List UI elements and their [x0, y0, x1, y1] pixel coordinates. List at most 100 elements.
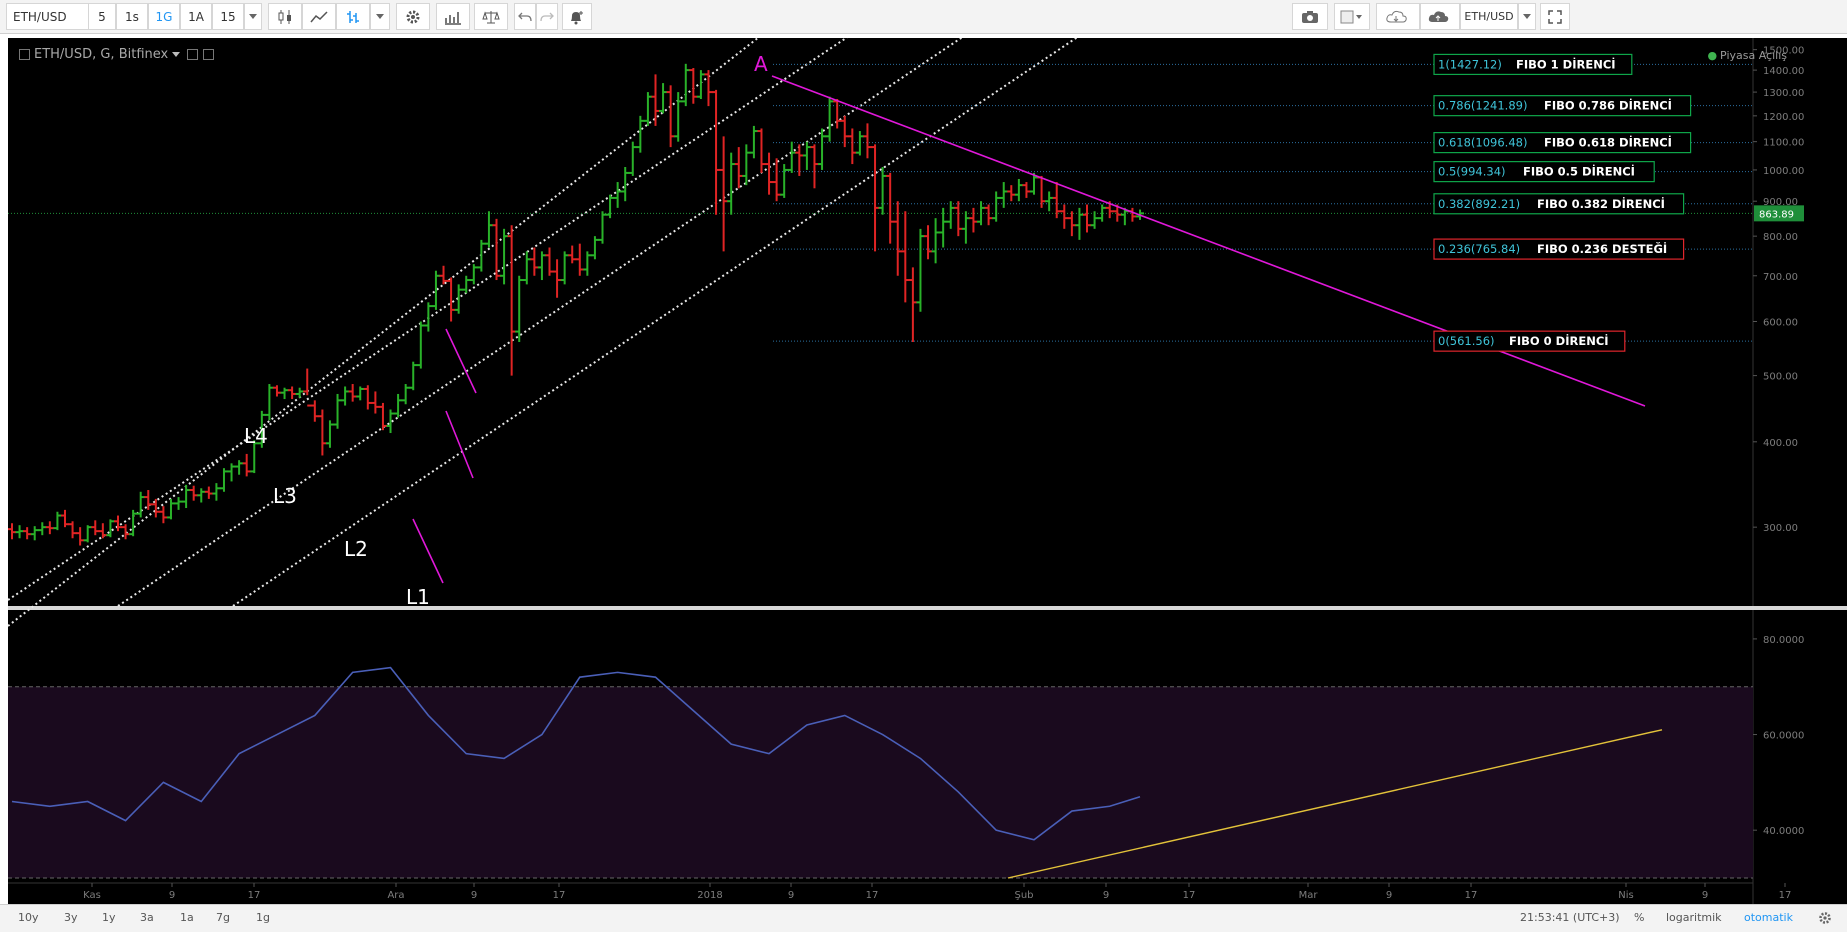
ohlc-bar — [787, 141, 796, 173]
rsi-tick-label: 60.0000 — [1763, 731, 1804, 742]
x-tick-label: 9 — [1386, 890, 1392, 901]
layout-name-label[interactable]: ETH/USD — [1460, 3, 1518, 30]
range-7g-button[interactable]: 7g — [216, 911, 230, 924]
fib-label-box — [1433, 330, 1626, 352]
ohlc-bar — [166, 498, 175, 520]
interval-5-button[interactable]: 5 — [88, 3, 116, 30]
ohlc-bar — [848, 128, 857, 165]
interval-1a-button[interactable]: 1A — [180, 3, 212, 30]
ohlc-bar — [83, 525, 92, 543]
ohlc-bar — [537, 251, 546, 281]
ohlc-bar — [628, 141, 637, 176]
ohlc-bar — [1098, 204, 1107, 222]
last-price-badge — [1754, 205, 1804, 222]
range-3a-button[interactable]: 3a — [140, 911, 154, 924]
ohlc-bar — [68, 521, 77, 539]
ohlc-bar — [136, 491, 145, 518]
ohlc-bar — [371, 391, 380, 414]
price-axis-panel — [1753, 38, 1847, 904]
ohlc-bar — [1022, 182, 1031, 198]
range-1y-button[interactable]: 1y — [102, 911, 116, 924]
settings-button[interactable] — [396, 3, 430, 30]
chevron-down-icon — [1523, 14, 1531, 19]
ohlc-bar — [401, 384, 410, 405]
ohlc-bar — [310, 400, 319, 422]
ohlc-bar — [727, 152, 736, 215]
range-3y-button[interactable]: 3y — [64, 911, 78, 924]
auto-scale-button[interactable]: otomatik — [1744, 911, 1793, 924]
save-layout-button[interactable] — [1420, 3, 1460, 30]
interval-15-button[interactable]: 15 — [212, 3, 244, 30]
fullscreen-button[interactable] — [1540, 3, 1570, 30]
correction-line-3 — [412, 518, 444, 584]
indicators-button[interactable] — [436, 3, 470, 30]
top-toolbar: ETH/USD 5 1s 1G 1A 15 — [0, 0, 1847, 34]
caret-down-icon[interactable] — [172, 52, 181, 57]
ohlc-bar — [257, 410, 266, 448]
load-layout-button[interactable] — [1376, 3, 1420, 30]
ohlc-bar — [855, 131, 864, 156]
fib-label-box — [1433, 193, 1685, 215]
channel-line-l4 — [8, 38, 760, 627]
chart-area[interactable]: 1500.00 1400.00 1300.00 1200.00 1100.00 1000.… — [8, 38, 1847, 904]
ohlc-bar — [757, 128, 766, 173]
cloud-upload-icon — [1428, 10, 1449, 22]
ohlc-bar — [1052, 182, 1061, 219]
chart-canvas[interactable]: 1500.00 1400.00 1300.00 1200.00 1100.00 1000.… — [8, 38, 1847, 904]
ohlc-bar — [1083, 204, 1092, 233]
chart-type-dropdown-button[interactable] — [370, 3, 390, 30]
ohlc-bar — [568, 245, 577, 264]
ohlc-bar — [212, 483, 221, 501]
series-settings-icon[interactable] — [203, 49, 215, 60]
symbol-search-input[interactable]: ETH/USD — [6, 3, 102, 30]
ohlc-bar — [113, 515, 122, 532]
ohlc-bar — [977, 201, 986, 226]
line-type-button[interactable] — [302, 3, 336, 30]
fib-label-0-382: 0.382(892.21) FIBO 0.382 DİRENCİ — [1433, 193, 1685, 215]
compare-button[interactable] — [474, 3, 508, 30]
alert-button[interactable] — [562, 3, 592, 30]
x-tick-label: 17 — [1183, 890, 1196, 901]
layout-dropdown-button[interactable] — [1518, 3, 1536, 30]
candle-type-button[interactable] — [268, 3, 302, 30]
gear-icon — [406, 10, 420, 23]
ohlc-bar — [325, 420, 334, 448]
x-tick-label: 17 — [248, 890, 261, 901]
ohlc-bar — [159, 506, 168, 524]
ohlc-bar — [916, 228, 925, 312]
channel-line-l3 — [8, 38, 848, 601]
log-scale-button[interactable]: logaritmik — [1666, 911, 1722, 924]
x-tick-label: 17 — [1779, 890, 1792, 901]
percent-scale-button[interactable]: % — [1634, 911, 1645, 924]
x-tick-label: Nis — [1618, 890, 1633, 901]
redo-button[interactable] — [536, 3, 558, 30]
range-10y-button[interactable]: 10y — [18, 911, 39, 924]
ohlc-bar — [598, 211, 607, 244]
x-tick-label: 9 — [788, 890, 794, 901]
range-1g-button[interactable]: 1g — [256, 911, 270, 924]
bar-type-button[interactable] — [336, 3, 370, 30]
rsi-tick-label: 40.0000 — [1763, 826, 1804, 837]
ohlc-bar — [992, 191, 1001, 222]
ohlc-bar — [621, 166, 630, 202]
x-tick-label: 9 — [471, 890, 477, 901]
range-1a-button[interactable]: 1a — [180, 911, 194, 924]
interval-1g-button[interactable]: 1G — [148, 3, 180, 30]
collapse-icon[interactable] — [19, 49, 30, 60]
interval-1s-button[interactable]: 1s — [116, 3, 148, 30]
ohlc-bar — [348, 384, 357, 402]
ohlc-bar — [227, 463, 236, 482]
visibility-icon[interactable] — [187, 49, 199, 60]
x-tick-label: 9 — [169, 890, 175, 901]
fib-name-text: FIBO 0.786 DİRENCİ — [1544, 98, 1672, 113]
interval-dropdown-button[interactable] — [244, 3, 262, 30]
clock-label: 21:53:41 (UTC+3) — [1520, 911, 1620, 924]
layout-button[interactable] — [1334, 3, 1370, 30]
label-l4: L4 — [244, 424, 268, 448]
ohlc-bar — [681, 63, 690, 107]
snapshot-button[interactable] — [1292, 3, 1328, 30]
ohlc-bar — [969, 207, 978, 233]
ohlc-bar — [674, 92, 683, 142]
gear-icon[interactable] — [1818, 911, 1832, 925]
undo-button[interactable] — [514, 3, 536, 30]
